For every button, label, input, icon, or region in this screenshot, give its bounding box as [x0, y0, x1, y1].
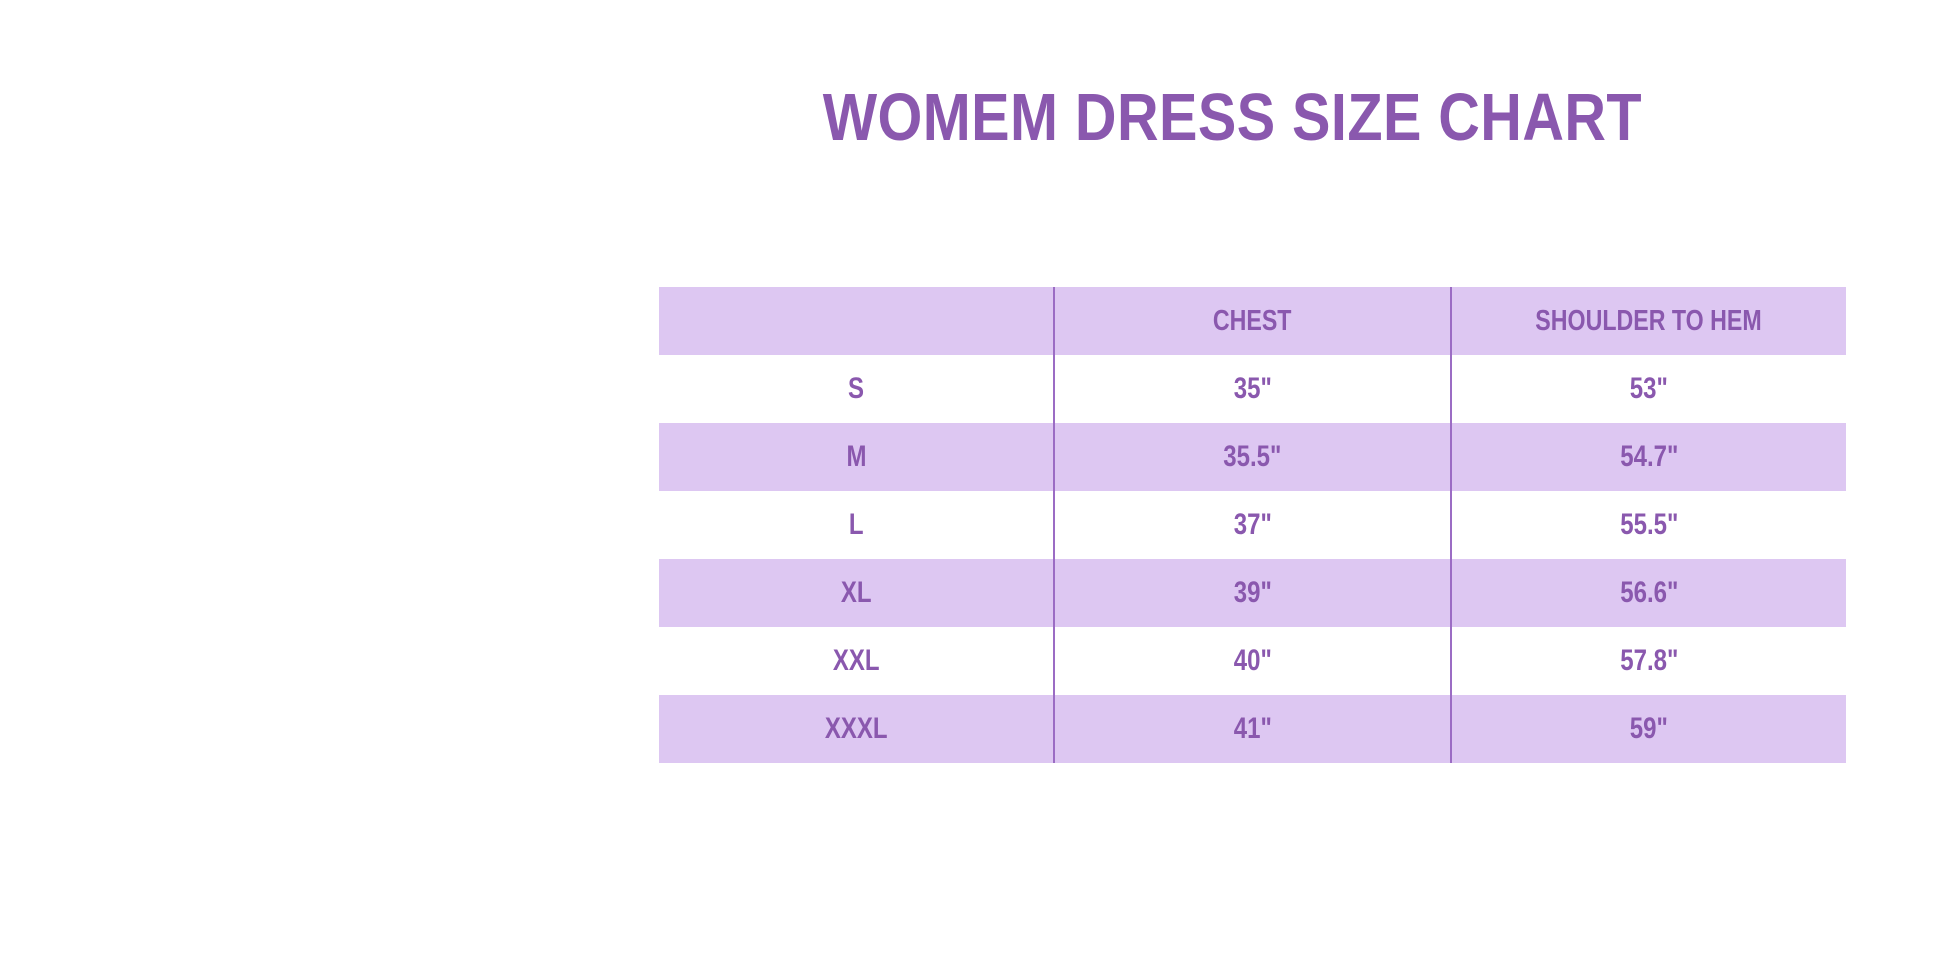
- size-cell: L: [659, 491, 1053, 559]
- size-label: L: [848, 508, 864, 541]
- page-title-text: WOMEM DRESS SIZE CHART: [822, 80, 1642, 155]
- chest-cell: 35.5": [1053, 423, 1449, 491]
- shoulder-to-hem-value: 59": [1629, 712, 1668, 745]
- shoulder-to-hem-cell: 57.8": [1449, 627, 1846, 695]
- header-chest-cell: CHEST: [1053, 287, 1449, 355]
- shoulder-to-hem-value: 54.7": [1619, 440, 1678, 473]
- chest-cell: 39": [1053, 559, 1449, 627]
- shoulder-to-hem-value: 56.6": [1619, 576, 1678, 609]
- chest-cell: 35": [1053, 355, 1449, 423]
- header-shoulder-to-hem-cell: SHOULDER TO HEM: [1449, 287, 1846, 355]
- shoulder-to-hem-cell: 56.6": [1449, 559, 1846, 627]
- size-cell: XXXL: [659, 695, 1053, 763]
- chest-value: 37": [1233, 508, 1272, 541]
- size-cell: S: [659, 355, 1053, 423]
- table-header-row: CHEST SHOULDER TO HEM: [659, 287, 1846, 355]
- chest-value: 35.5": [1223, 440, 1282, 473]
- size-label: XL: [840, 576, 872, 609]
- size-cell: XXL: [659, 627, 1053, 695]
- header-shoulder-to-hem-label: SHOULDER TO HEM: [1535, 304, 1763, 337]
- chest-value: 41": [1233, 712, 1272, 745]
- table-row-s: S 35" 53": [659, 355, 1846, 423]
- page-title: WOMEM DRESS SIZE CHART: [637, 84, 1827, 151]
- size-label: S: [848, 372, 865, 405]
- header-chest-label: CHEST: [1213, 304, 1292, 337]
- shoulder-to-hem-cell: 55.5": [1449, 491, 1846, 559]
- chest-cell: 37": [1053, 491, 1449, 559]
- shoulder-to-hem-value: 53": [1629, 372, 1668, 405]
- shoulder-to-hem-cell: 54.7": [1449, 423, 1846, 491]
- size-label: M: [846, 440, 867, 473]
- size-cell: XL: [659, 559, 1053, 627]
- size-label: XXL: [832, 644, 880, 677]
- shoulder-to-hem-value: 55.5": [1619, 508, 1678, 541]
- table-row-l: L 37" 55.5": [659, 491, 1846, 559]
- size-cell: M: [659, 423, 1053, 491]
- chest-cell: 41": [1053, 695, 1449, 763]
- chest-cell: 40": [1053, 627, 1449, 695]
- shoulder-to-hem-cell: 59": [1449, 695, 1846, 763]
- chest-value: 35": [1233, 372, 1272, 405]
- table-row-xxl: XXL 40" 57.8": [659, 627, 1846, 695]
- shoulder-to-hem-value: 57.8": [1619, 644, 1678, 677]
- chest-value: 40": [1233, 644, 1272, 677]
- table-row-m: M 35.5" 54.7": [659, 423, 1846, 491]
- header-size-cell: [659, 287, 1053, 355]
- chest-value: 39": [1233, 576, 1272, 609]
- size-label: XXXL: [824, 712, 888, 745]
- shoulder-to-hem-cell: 53": [1449, 355, 1846, 423]
- table-row-xl: XL 39" 56.6": [659, 559, 1846, 627]
- table-row-xxxl: XXXL 41" 59": [659, 695, 1846, 763]
- size-chart-table: CHEST SHOULDER TO HEM S 35" 53" M 35.5": [659, 287, 1846, 763]
